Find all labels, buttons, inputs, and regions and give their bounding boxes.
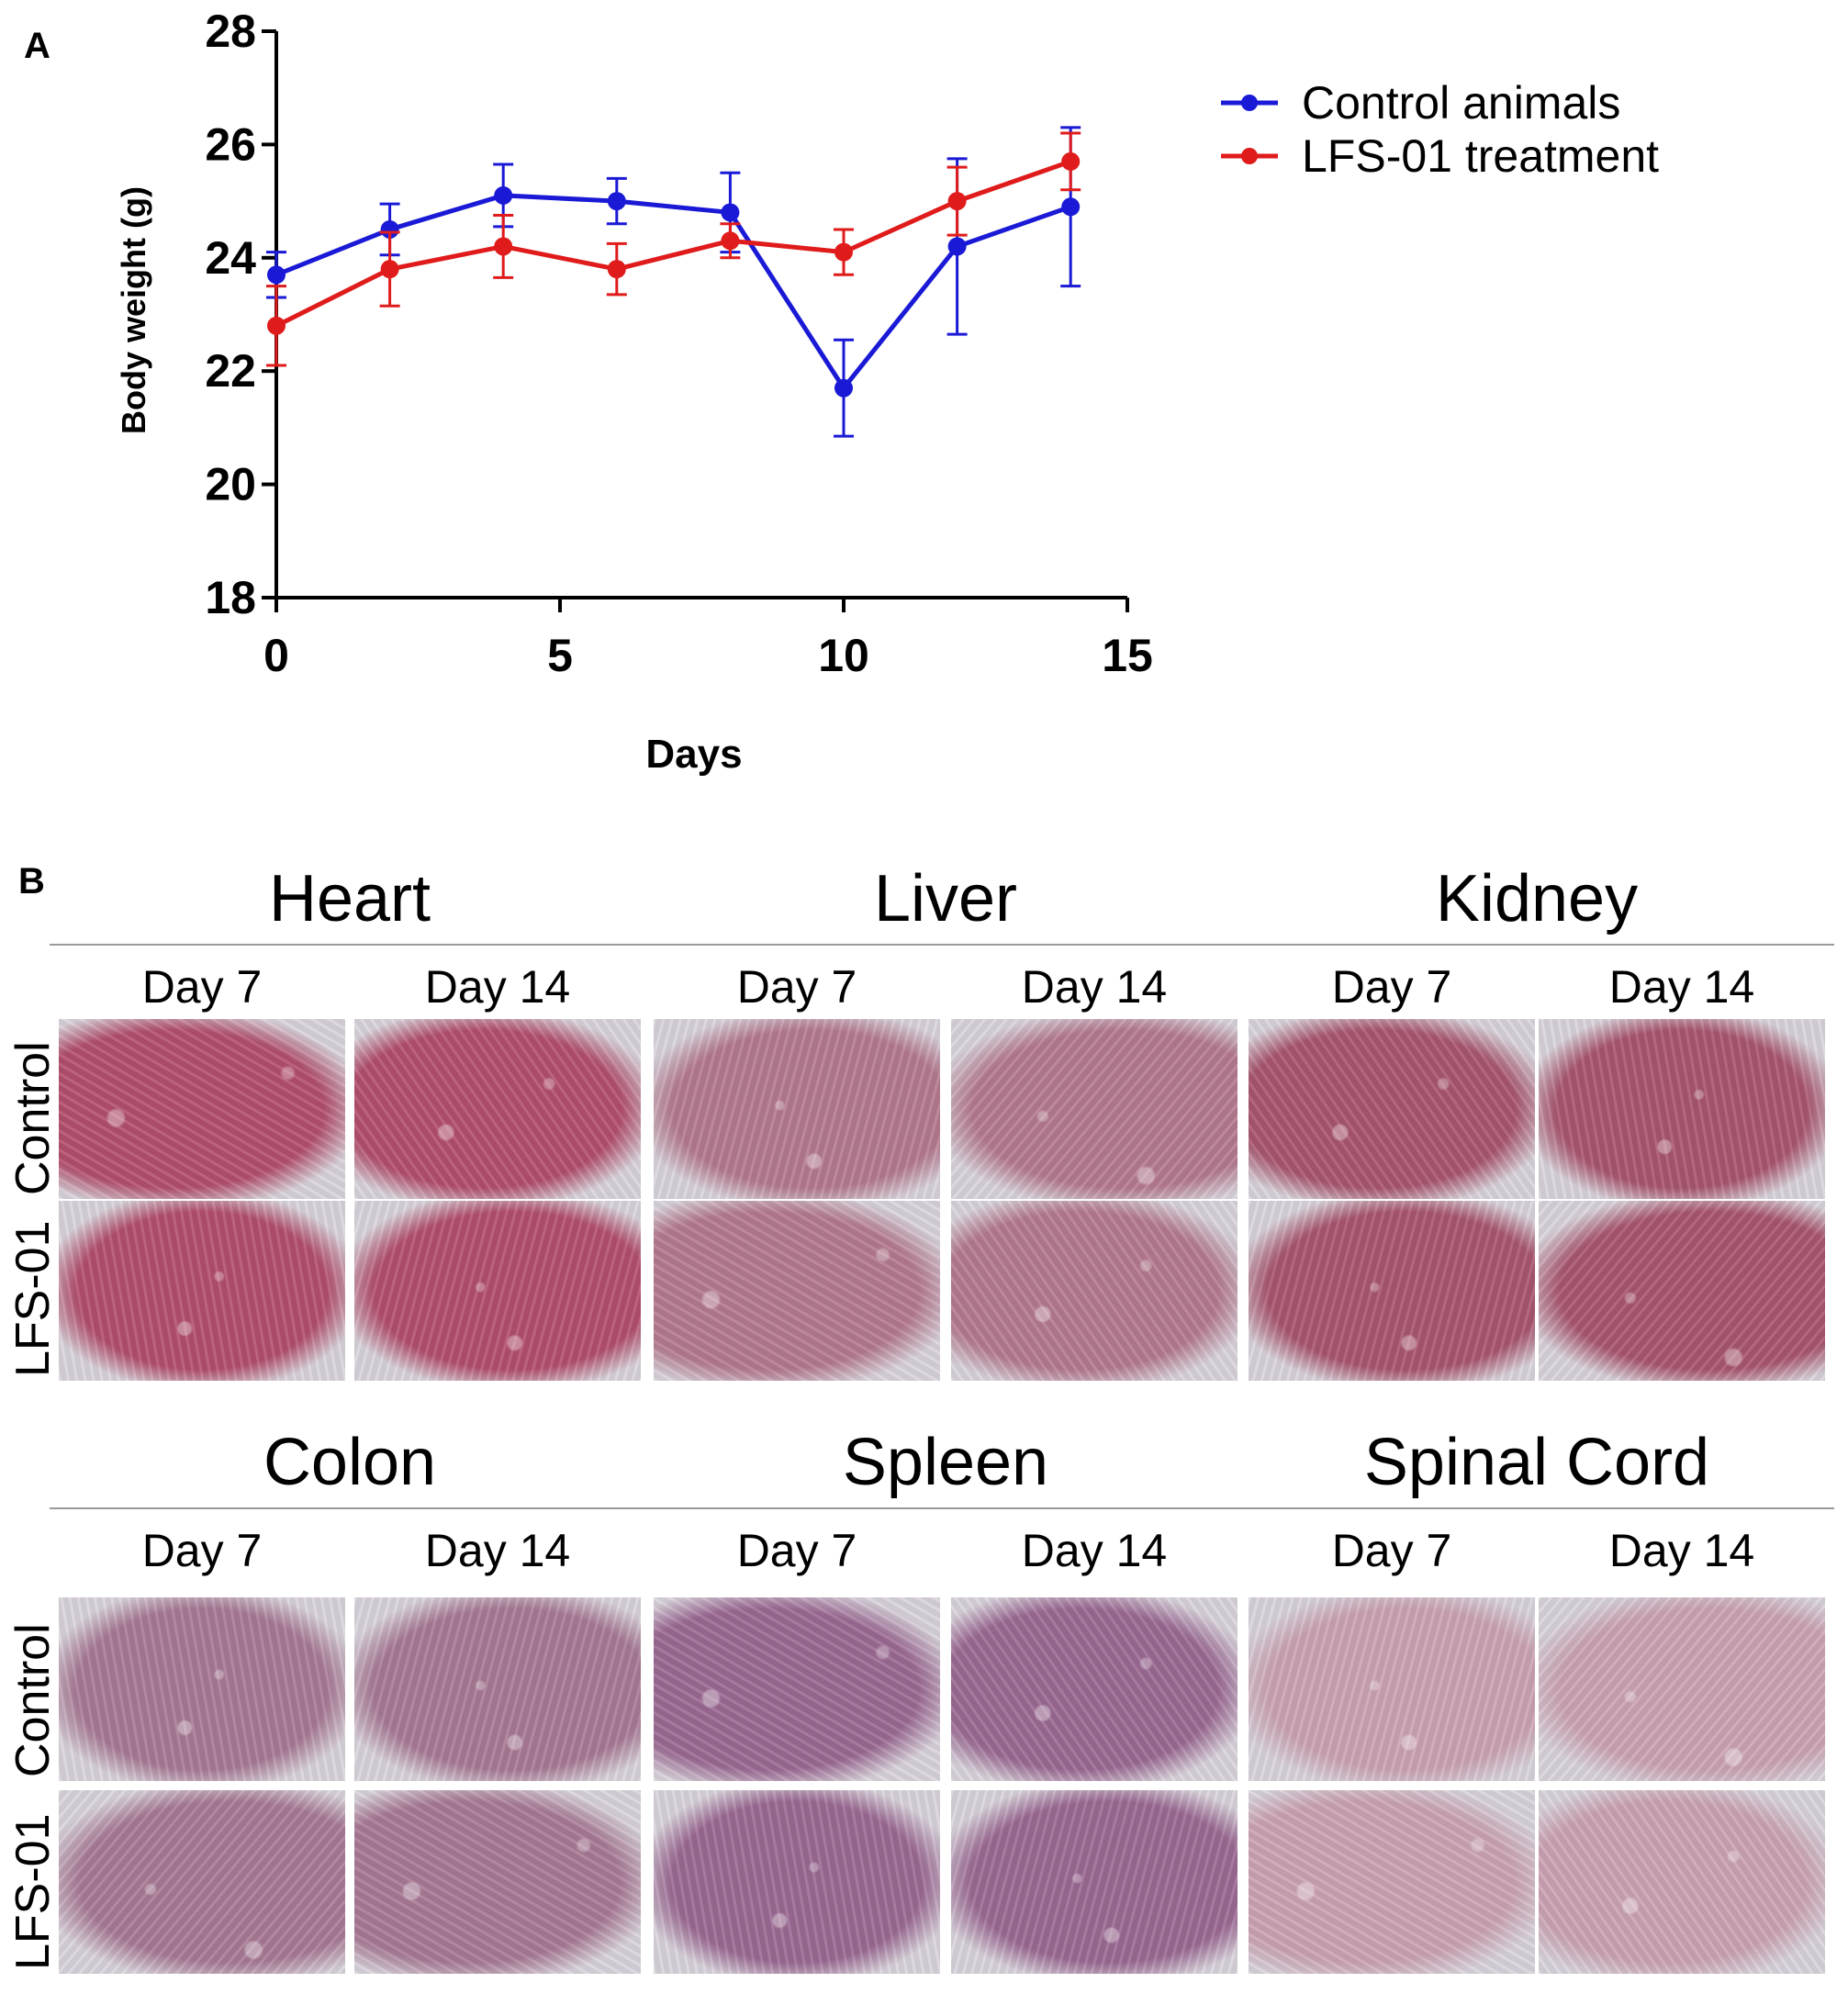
data-point xyxy=(947,192,967,211)
histology-image-spinal-cord xyxy=(1539,1597,1825,1781)
day-label: Day 14 xyxy=(1021,1525,1168,1576)
legend-marker xyxy=(1241,148,1258,164)
row-label: Control xyxy=(6,1041,60,1195)
data-point xyxy=(380,260,399,279)
histology-image-colon xyxy=(59,1597,345,1781)
day-label: Day 14 xyxy=(424,961,571,1013)
histology-image-kidney xyxy=(1249,1201,1535,1381)
day-label: Day 14 xyxy=(424,1525,571,1576)
series-1 xyxy=(266,126,1081,438)
data-point xyxy=(607,192,626,211)
y-tick-label: 28 xyxy=(205,6,256,57)
y-axis-label: Body weight (g) xyxy=(115,186,152,434)
chart-axes: 18 20 22 24 26 28 0 5 10 15 Days Body weight (g) xyxy=(115,6,1153,777)
legend-label: LFS-01 treatment xyxy=(1302,130,1659,182)
series-2 xyxy=(266,131,1081,367)
y-tick-label: 26 xyxy=(205,118,256,170)
organ-divider xyxy=(50,944,650,946)
day-label: Day 7 xyxy=(736,961,857,1013)
organ-title: Liver xyxy=(873,862,1018,935)
histology-image-colon xyxy=(354,1790,641,1974)
histology-image-spleen xyxy=(654,1790,940,1974)
histology-image-kidney xyxy=(1539,1201,1825,1381)
histology-image-heart xyxy=(59,1201,345,1381)
data-point xyxy=(380,219,399,239)
data-point xyxy=(267,265,286,285)
histology-image-liver xyxy=(951,1201,1238,1381)
x-tick-label: 15 xyxy=(1102,630,1153,681)
histology-panel: Heart Day 7 Day 14 Liver Day 7 Day 14 Kidney Da… xyxy=(0,845,1848,1994)
histology-image-colon xyxy=(354,1597,641,1781)
organ-title: Spinal Cord xyxy=(1363,1426,1710,1499)
data-point xyxy=(947,237,967,256)
data-point xyxy=(494,237,513,256)
organ-title: Kidney xyxy=(1435,862,1639,935)
histology-image-liver xyxy=(654,1019,940,1199)
row-label: LFS-01 xyxy=(6,1813,60,1970)
day-label: Day 7 xyxy=(141,1525,263,1576)
day-label: Day 7 xyxy=(141,961,263,1013)
data-point xyxy=(267,316,286,335)
histology-image-heart xyxy=(354,1201,641,1381)
organ-divider xyxy=(644,1507,1247,1509)
y-tick-label: 24 xyxy=(205,232,256,284)
histology-image-spinal-cord xyxy=(1539,1790,1825,1974)
histology-image-kidney xyxy=(1539,1019,1825,1199)
chart-series-layer xyxy=(266,126,1081,438)
histology-image-spleen xyxy=(654,1597,940,1781)
data-point xyxy=(721,203,740,222)
day-label: Day 14 xyxy=(1608,1525,1755,1576)
data-point xyxy=(721,231,740,251)
y-tick-label: 20 xyxy=(205,459,256,510)
body-weight-chart: 18 20 22 24 26 28 0 5 10 15 Days Body weight (g) Co… xyxy=(115,6,1659,777)
panel-b-label: B xyxy=(18,861,45,902)
y-tick-label: 18 xyxy=(205,572,256,623)
panel-a-label: A xyxy=(24,26,50,66)
x-tick-label: 0 xyxy=(263,630,289,681)
x-tick-label: 5 xyxy=(547,630,573,681)
x-tick-label: 10 xyxy=(818,630,869,681)
series-line xyxy=(274,159,1072,329)
day-label: Day 7 xyxy=(1331,961,1452,1013)
x-axis-label: Days xyxy=(645,732,742,777)
data-point xyxy=(1061,197,1081,217)
organ-divider xyxy=(644,944,1247,946)
data-point xyxy=(834,378,853,398)
day-label: Day 14 xyxy=(1608,961,1755,1013)
organ-title: Heart xyxy=(268,862,431,935)
organ-divider xyxy=(1239,944,1834,946)
histology-image-colon xyxy=(59,1790,345,1974)
histology-image-liver xyxy=(951,1019,1238,1199)
day-label: Day 7 xyxy=(736,1525,857,1576)
data-point xyxy=(834,242,853,262)
histology-image-spleen xyxy=(951,1790,1238,1974)
histology-image-spinal-cord xyxy=(1249,1790,1535,1974)
row-label: Control xyxy=(6,1623,60,1777)
row-label: LFS-01 xyxy=(6,1220,60,1377)
histology-image-spinal-cord xyxy=(1249,1597,1535,1781)
histology-image-heart xyxy=(59,1019,345,1199)
legend-marker xyxy=(1241,95,1258,111)
organ-divider xyxy=(1239,1507,1834,1509)
histology-image-kidney xyxy=(1249,1019,1535,1199)
series-line xyxy=(275,193,1072,391)
legend-label: Control animals xyxy=(1302,77,1620,129)
data-point xyxy=(1061,151,1081,171)
data-point xyxy=(607,260,626,279)
day-label: Day 7 xyxy=(1331,1525,1452,1576)
organ-title: Colon xyxy=(263,1426,437,1499)
histology-image-spleen xyxy=(951,1597,1238,1781)
organ-title: Spleen xyxy=(842,1426,1049,1499)
histology-image-liver xyxy=(654,1201,940,1381)
data-point xyxy=(494,185,513,205)
day-label: Day 14 xyxy=(1021,961,1168,1013)
histology-image-heart xyxy=(354,1019,641,1199)
organ-divider xyxy=(50,1507,650,1509)
y-tick-label: 22 xyxy=(205,345,256,397)
